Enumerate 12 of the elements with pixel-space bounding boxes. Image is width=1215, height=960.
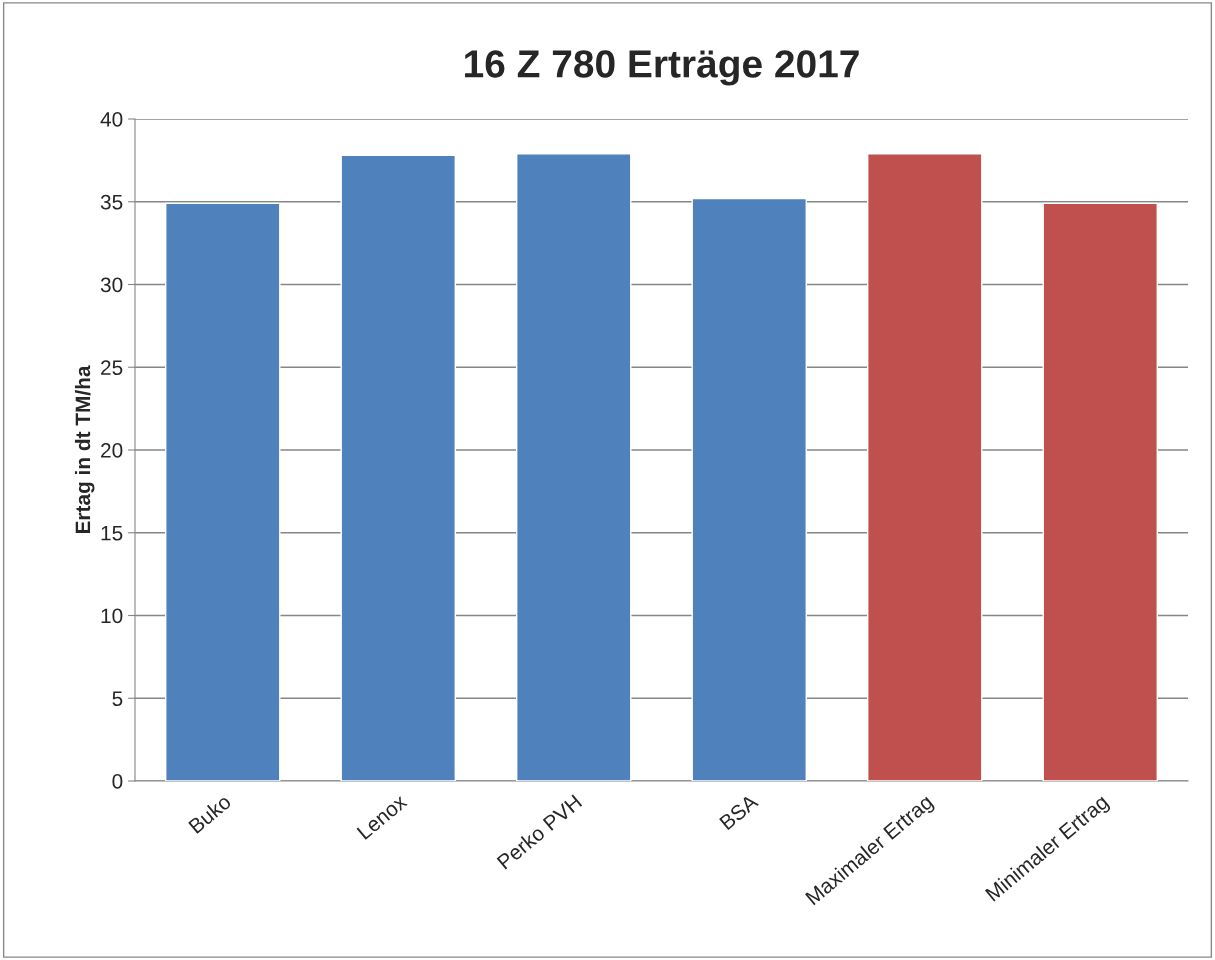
y-tick-label: 30 xyxy=(100,277,123,293)
y-tick-label: 35 xyxy=(100,194,123,210)
y-tick-label: 25 xyxy=(101,360,123,375)
y-tick-label: 40 xyxy=(100,112,123,127)
y-axis-title: Ertag in dt TM/ha xyxy=(74,365,95,534)
y-tick-label: 15 xyxy=(101,525,123,541)
y-tick-label: 10 xyxy=(101,608,123,624)
chart-title: 16 Z 780 Erträge 2017 xyxy=(465,50,859,86)
y-tick-label: 0 xyxy=(112,774,123,789)
y-tick-label: 5 xyxy=(112,691,123,706)
x-tick-label: BSA xyxy=(718,793,760,831)
y-tick-label: 20 xyxy=(101,443,123,458)
